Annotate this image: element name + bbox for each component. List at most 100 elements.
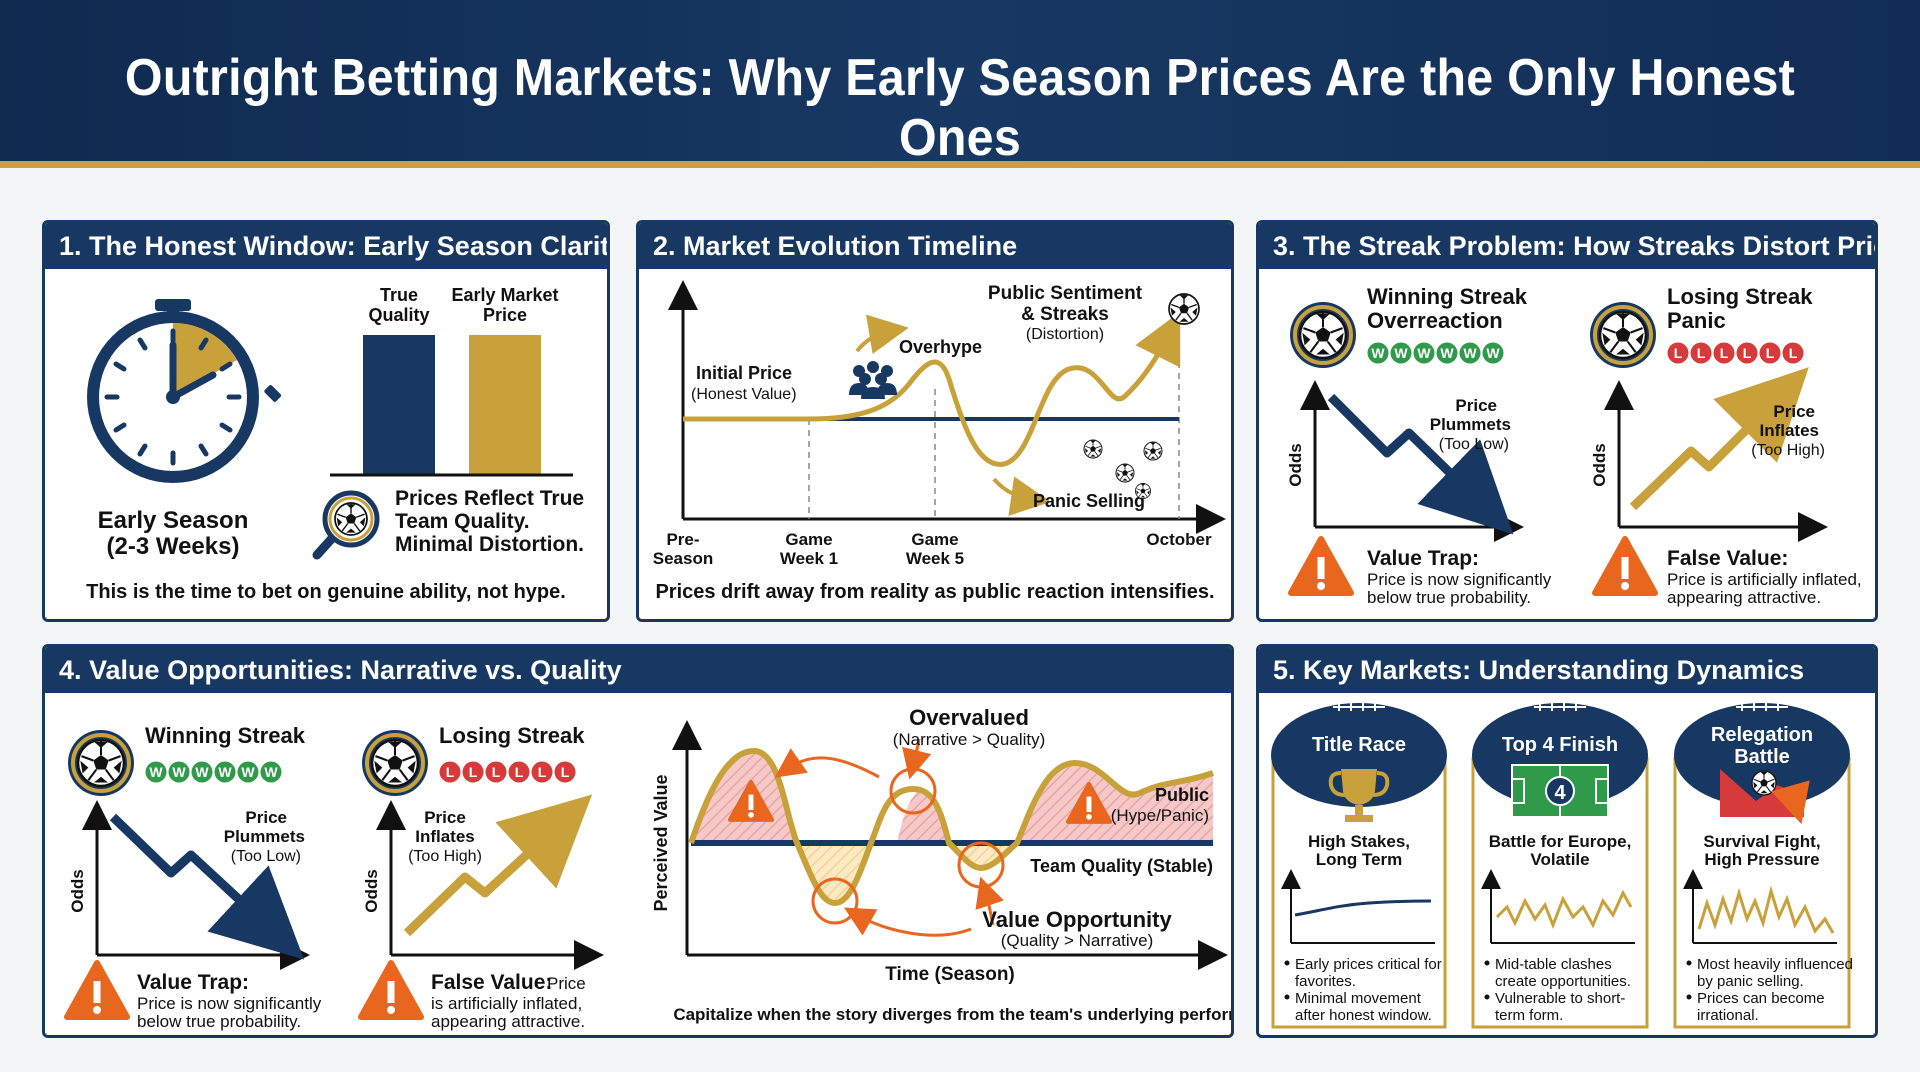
market-card-relegation: Relegation Battle Survival Fight, High P… — [1673, 703, 1853, 1029]
p4-plummets-1: Price — [245, 808, 287, 827]
streak-dot — [1482, 342, 1504, 364]
svg-text:Game: Game — [911, 530, 958, 549]
p4-false-inline: Price — [547, 974, 586, 993]
trap-title: Value Trap: — [1367, 547, 1479, 570]
card-2-sub-1: Battle for Europe, — [1489, 832, 1632, 851]
plummets-3: (Too Low) — [1439, 436, 1509, 453]
price-up-arrow — [1629, 367, 1809, 511]
streak-letter: W — [149, 764, 163, 780]
streak-dot — [462, 761, 484, 783]
bar1-label-1: True — [380, 285, 418, 305]
inflates-3: (Too High) — [1751, 442, 1825, 459]
streak-dot — [508, 761, 530, 783]
card-2-b1-2: create opportunities. — [1495, 973, 1631, 990]
streak-letter: L — [492, 764, 501, 780]
timer-label-1: Early Season — [98, 507, 249, 534]
panic-label: Panic Selling — [1033, 491, 1145, 511]
streak-dot — [1367, 342, 1389, 364]
panel-market-timeline: 2. Market Evolution Timeline Overhype Pa… — [636, 220, 1234, 622]
streak-letter: W — [218, 764, 232, 780]
streak-letter: L — [446, 764, 455, 780]
tick-pre-season: Pre- Season — [653, 530, 713, 568]
streak-dot — [1713, 342, 1735, 364]
win-badge-icon — [1290, 302, 1356, 368]
overvalued-label: Overvalued — [909, 705, 1029, 730]
card-3-b1-2: by panic selling. — [1697, 973, 1804, 990]
opportunity-sub: (Quality > Narrative) — [1001, 931, 1154, 950]
p4-false-1: is artificially inflated, — [431, 994, 582, 1013]
panel-4-caption: Capitalize when the story diverges from … — [673, 1005, 1231, 1024]
market-card-top-4: Top 4 Finish 4 Battle for Europe, Volati… — [1471, 703, 1649, 1029]
lose-badge-icon — [1590, 302, 1656, 368]
svg-text:Season: Season — [653, 549, 713, 568]
card-2-b2-2: term form. — [1495, 1007, 1563, 1024]
streak-letter: W — [1463, 345, 1477, 361]
market-card-title-race: Title Race High Stakes, Long Term Early … — [1271, 703, 1447, 1029]
streak-dot — [1736, 342, 1758, 364]
sentiment-label-3: (Distortion) — [1026, 326, 1104, 343]
stopwatch-icon — [87, 299, 282, 483]
streak-dot — [554, 761, 576, 783]
svg-text:Week 1: Week 1 — [780, 549, 838, 568]
card-1-sub-1: High Stakes, — [1308, 832, 1410, 851]
win-title-2: Overreaction — [1367, 308, 1503, 333]
panel-2-title: 2. Market Evolution Timeline — [639, 223, 1231, 269]
streak-dot — [145, 761, 167, 783]
lose-title-1: Losing Streak — [1667, 284, 1813, 309]
panel-streak-problem: 3. The Streak Problem: How Streaks Disto… — [1256, 220, 1878, 622]
card-1-b2-1: Minimal movement — [1295, 990, 1422, 1007]
bar2-label-2: Price — [483, 305, 527, 325]
streak-dot — [439, 761, 461, 783]
card-1-badge: Title Race — [1312, 734, 1406, 756]
streak-dot — [531, 761, 553, 783]
streak-letter: L — [1766, 345, 1775, 361]
svg-text:Pre-: Pre- — [666, 530, 699, 549]
streak-letter: W — [1486, 345, 1500, 361]
streak-letter: W — [241, 764, 255, 780]
plummets-1: Price — [1455, 396, 1497, 415]
inflates-1: Price — [1773, 402, 1815, 421]
svg-text:Week 5: Week 5 — [906, 549, 964, 568]
pitch-number: 4 — [1554, 782, 1566, 804]
panel-1-caption: This is the time to bet on genuine abili… — [86, 581, 566, 603]
p4-price-up-arrow — [403, 794, 593, 937]
public-label: Public — [1155, 785, 1209, 805]
early-price-bar — [469, 335, 541, 475]
false-line-2: appearing attractive. — [1667, 588, 1821, 607]
lose-title-2: Panic — [1667, 308, 1726, 333]
card-1-b1-1: Early prices critical for — [1295, 956, 1442, 973]
p4-inflates-2: Inflates — [415, 827, 475, 846]
streak-dot — [1390, 342, 1412, 364]
price-down-arrow — [1327, 393, 1514, 535]
streak-letter: L — [538, 764, 547, 780]
streak-dot — [1690, 342, 1712, 364]
crowd-icon — [849, 361, 897, 399]
p4-lose-odds: Odds — [362, 869, 381, 912]
opportunity-label: Value Opportunity — [982, 907, 1172, 932]
public-sub: (Hype/Panic) — [1111, 806, 1209, 825]
sentiment-label-2: & Streaks — [1021, 304, 1109, 325]
win-badge-icon — [68, 730, 134, 796]
inflates-2: Inflates — [1759, 421, 1819, 440]
p4-inflates-3: (Too High) — [408, 848, 482, 865]
initial-price-label: Initial Price — [696, 363, 792, 383]
card-1-b2-2: after honest window. — [1295, 1007, 1432, 1024]
lose-badge-icon — [362, 730, 428, 796]
card-2-sub-2: Volatile — [1530, 850, 1589, 869]
streak-letter: L — [469, 764, 478, 780]
streak-letter: W — [1371, 345, 1385, 361]
card-3-sub-1: Survival Fight, — [1703, 832, 1820, 851]
panel-2-caption: Prices drift away from reality as public… — [655, 581, 1214, 603]
streak-letter: L — [1743, 345, 1752, 361]
panel-5-title: 5. Key Markets: Understanding Dynamics — [1259, 647, 1875, 693]
card-3-b2-2: irrational. — [1697, 1007, 1759, 1024]
true-quality-bar — [363, 335, 435, 475]
falling-chart-icon — [1720, 769, 1810, 825]
page-title: Outright Betting Markets: Why Early Seas… — [124, 49, 1796, 167]
tick-october: October — [1146, 530, 1212, 549]
p4-trap-2: below true probability. — [137, 1012, 301, 1031]
win-odds-label: Odds — [1286, 443, 1305, 486]
